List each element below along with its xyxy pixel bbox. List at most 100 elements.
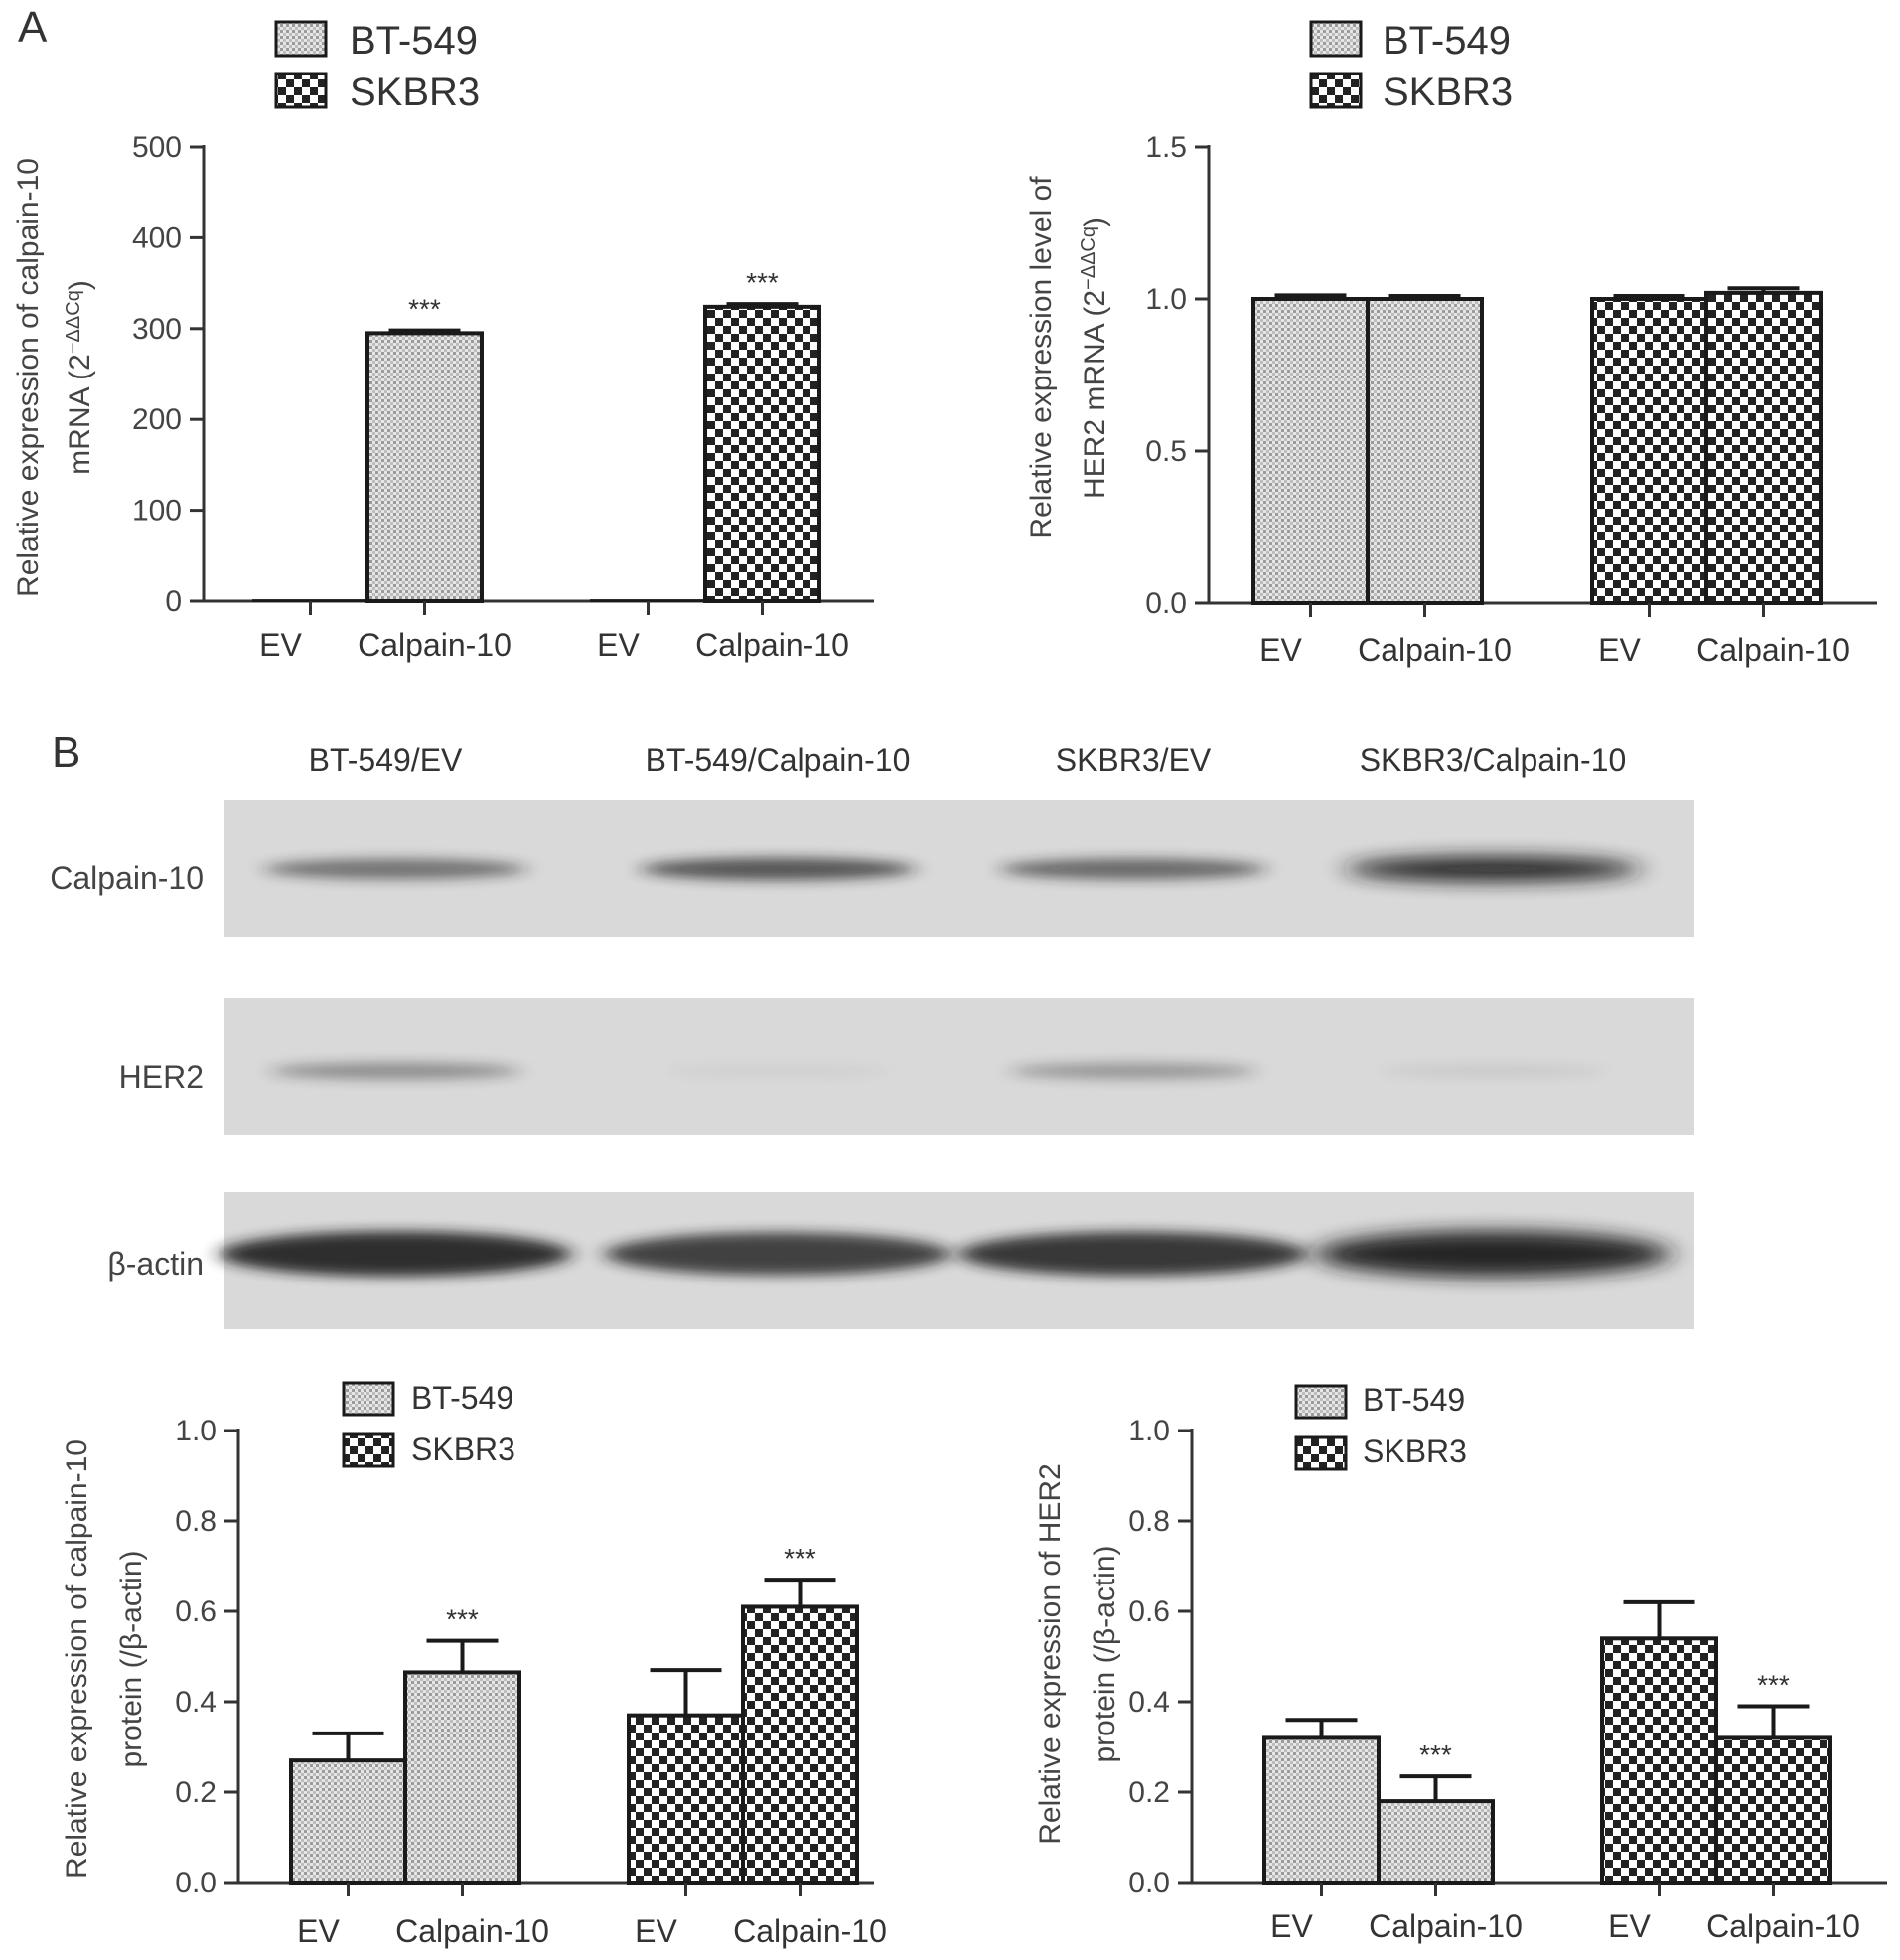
x-category-label: EV bbox=[1270, 1908, 1313, 1944]
bar bbox=[741, 1604, 859, 1885]
y-tick-label: 1.0 bbox=[1128, 1415, 1170, 1447]
legend-label: BT-549 bbox=[350, 19, 478, 63]
legend: BT-549 SKBR3 bbox=[342, 1380, 515, 1468]
significance-label: *** bbox=[1757, 1670, 1790, 1701]
y-axis-label-line1: Relative expression level of bbox=[1025, 176, 1058, 539]
x-category-label: EV bbox=[1259, 632, 1302, 668]
bar bbox=[703, 304, 821, 603]
significance-label: *** bbox=[784, 1543, 816, 1574]
bar bbox=[365, 331, 484, 603]
y-axis-label-line1: Relative expression of HER2 bbox=[1034, 1463, 1067, 1845]
x-category-label: Calpain-10 bbox=[1706, 1908, 1860, 1944]
y-tick-label: 0.0 bbox=[1145, 587, 1187, 620]
blot-column-label: BT-549/EV bbox=[309, 742, 463, 778]
legend: BT-549 SKBR3 bbox=[1309, 19, 1513, 114]
bar bbox=[289, 1758, 407, 1885]
x-category-label: Calpain-10 bbox=[695, 627, 849, 663]
western-blot: BT-549/EV BT-549/Calpain-10 SKBR3/EV SKBR3/… bbox=[50, 742, 1694, 1329]
bar bbox=[252, 599, 368, 602]
blot-column-label: SKBR3/EV bbox=[1056, 742, 1212, 778]
legend-swatch bbox=[342, 1381, 395, 1417]
x-category-label: Calpain-10 bbox=[358, 627, 512, 663]
legend-swatch bbox=[274, 72, 328, 109]
blot-column-label: SKBR3/Calpain-10 bbox=[1360, 742, 1627, 778]
y-axis-label: Relative expression of HER2 protein (/β-a… bbox=[1034, 1463, 1121, 1845]
y-axis-label-line2: protein (/β-actin) bbox=[115, 1551, 148, 1768]
bar bbox=[1377, 1799, 1495, 1885]
legend-label: BT-549 bbox=[1363, 1382, 1465, 1418]
blot-band bbox=[958, 1231, 1308, 1277]
x-category-label: Calpain-10 bbox=[733, 1913, 887, 1949]
y-axis-label-line1: Relative expression of calpain-10 bbox=[12, 158, 45, 597]
blot-band bbox=[270, 1062, 520, 1080]
blot-row: Calpain-10 bbox=[50, 800, 1694, 937]
chart-calpain10-protein: 0.0 0.2 0.4 0.6 0.8 1.0 Relative expression of… bbox=[61, 1380, 887, 1949]
y-tick-label: 0.4 bbox=[1128, 1686, 1170, 1719]
y-tick-label: 0.8 bbox=[1128, 1505, 1170, 1538]
y-tick-label: 0 bbox=[165, 585, 182, 618]
blot-row-label: β-actin bbox=[107, 1246, 204, 1282]
x-category-label: Calpain-10 bbox=[1696, 632, 1850, 668]
y-tick-label: 1.0 bbox=[175, 1415, 217, 1447]
y-tick-label: 300 bbox=[132, 313, 182, 346]
x-category-label: Calpain-10 bbox=[1369, 1908, 1523, 1944]
y-axis-label: Relative expression level of HER2 mRNA (2… bbox=[1025, 176, 1111, 539]
y-tick-label: 0.0 bbox=[1128, 1867, 1170, 1899]
y-tick-label: 0.5 bbox=[1145, 435, 1187, 468]
x-category-label: EV bbox=[597, 627, 640, 663]
blot-band bbox=[641, 857, 915, 881]
blot-band bbox=[1000, 858, 1266, 880]
significance-label: *** bbox=[408, 294, 441, 325]
y-axis-label-line2: mRNA (2−ΔΔCq) bbox=[63, 280, 96, 475]
y-tick-label: 500 bbox=[132, 131, 182, 164]
legend-label: SKBR3 bbox=[350, 71, 480, 114]
bar bbox=[1590, 297, 1708, 605]
legend: BT-549 SKBR3 bbox=[274, 19, 480, 114]
y-tick-label: 1.5 bbox=[1145, 131, 1187, 164]
legend-label: SKBR3 bbox=[411, 1432, 515, 1467]
bar bbox=[1600, 1636, 1718, 1885]
x-category-label: EV bbox=[259, 627, 302, 663]
blot-band bbox=[264, 858, 526, 880]
y-axis-label-line2: protein (/β-actin) bbox=[1089, 1546, 1121, 1763]
x-category-label: EV bbox=[297, 1913, 340, 1949]
legend-label: BT-549 bbox=[411, 1380, 513, 1416]
legend-label: BT-549 bbox=[1383, 19, 1511, 63]
y-axis-label: Relative expression of calpain-10 protein… bbox=[61, 1439, 148, 1879]
blot-row: β-actin bbox=[107, 1192, 1694, 1329]
blot-band bbox=[1380, 1064, 1606, 1078]
bar bbox=[1366, 297, 1484, 605]
legend-label: SKBR3 bbox=[1383, 71, 1513, 114]
y-tick-label: 100 bbox=[132, 495, 182, 528]
y-tick-label: 0.6 bbox=[175, 1595, 217, 1628]
bar bbox=[627, 1713, 745, 1885]
legend-swatch bbox=[274, 20, 328, 58]
y-tick-label: 0.8 bbox=[175, 1505, 217, 1538]
bar bbox=[1251, 297, 1370, 605]
chart-calpain10-mrna: 0 100 200 300 400 500 Relative expression of c… bbox=[12, 19, 874, 663]
bar bbox=[403, 1670, 521, 1885]
legend-swatch bbox=[1309, 72, 1363, 109]
y-tick-label: 0.4 bbox=[175, 1686, 217, 1719]
y-axis-label: Relative expression of calpain-10 mRNA (2… bbox=[12, 158, 96, 597]
significance-label: *** bbox=[1419, 1739, 1452, 1770]
y-tick-label: 0.0 bbox=[175, 1867, 217, 1899]
blot-row-label: Calpain-10 bbox=[50, 860, 204, 896]
bar bbox=[1262, 1735, 1381, 1885]
y-tick-label: 1.0 bbox=[1145, 283, 1187, 316]
panel-label-a: A bbox=[18, 3, 48, 52]
y-tick-label: 400 bbox=[132, 222, 182, 254]
y-tick-label: 200 bbox=[132, 403, 182, 436]
y-axis-label-line1: Relative expression of calpain-10 bbox=[61, 1439, 93, 1879]
x-category-label: EV bbox=[1608, 1908, 1651, 1944]
x-category-label: Calpain-10 bbox=[395, 1913, 549, 1949]
blot-band bbox=[605, 1232, 950, 1276]
legend-label: SKBR3 bbox=[1363, 1433, 1467, 1469]
chart-her2-mrna: 0.0 0.5 1.0 1.5 Relative expression level of… bbox=[1025, 19, 1877, 668]
y-tick-label: 0.2 bbox=[175, 1776, 217, 1809]
significance-label: *** bbox=[446, 1604, 479, 1635]
blot-band bbox=[666, 1064, 889, 1078]
legend-swatch bbox=[342, 1432, 395, 1468]
significance-label: *** bbox=[746, 267, 779, 298]
